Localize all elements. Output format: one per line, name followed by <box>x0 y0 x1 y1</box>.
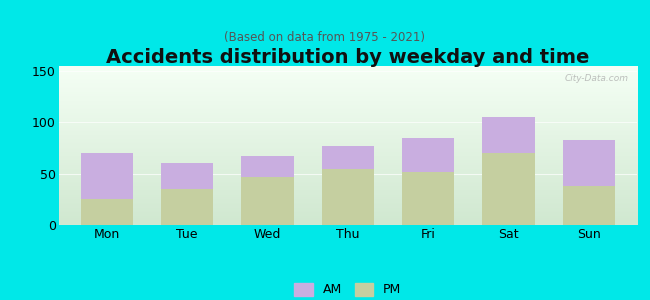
Bar <box>402 138 454 172</box>
Bar <box>241 177 294 225</box>
Legend: AM, PM: AM, PM <box>289 278 406 300</box>
Bar <box>241 156 294 177</box>
Bar <box>402 172 454 225</box>
Text: City-Data.com: City-Data.com <box>564 74 629 83</box>
Title: Accidents distribution by weekday and time: Accidents distribution by weekday and ti… <box>106 48 590 67</box>
Bar <box>322 169 374 225</box>
Bar <box>482 117 534 153</box>
Bar <box>81 153 133 200</box>
Bar <box>482 153 534 225</box>
Bar <box>563 140 615 186</box>
Bar <box>161 164 213 189</box>
Bar <box>563 186 615 225</box>
Text: (Based on data from 1975 - 2021): (Based on data from 1975 - 2021) <box>224 32 426 44</box>
Bar <box>81 200 133 225</box>
Bar <box>322 146 374 169</box>
Bar <box>161 189 213 225</box>
